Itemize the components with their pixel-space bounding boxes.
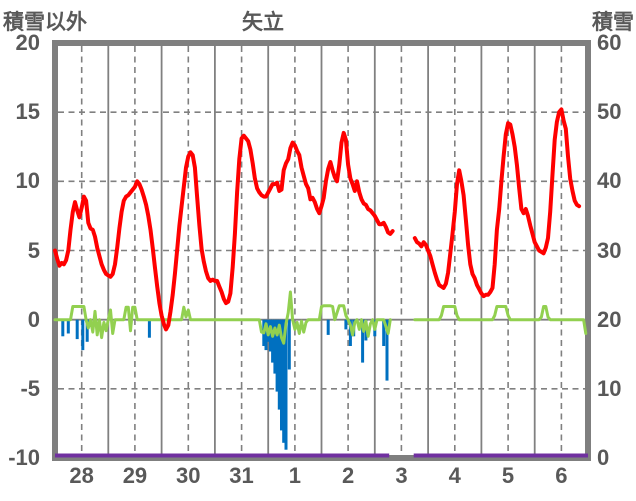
snowfall-bars: [361, 319, 365, 363]
y-axis-tick-right: 50: [597, 99, 622, 125]
y-axis-tick-right: 10: [597, 375, 622, 401]
y-axis-tick-right: 30: [597, 237, 622, 263]
y-axis-tick-left: 0: [27, 306, 40, 332]
snowfall-bars: [268, 319, 272, 352]
chart-title: 矢立: [242, 11, 284, 34]
precip-line: [413, 305, 588, 335]
y-axis-tick-left: 15: [15, 99, 40, 125]
snowfall-bars: [348, 319, 352, 346]
x-axis-tick: 4: [448, 463, 461, 488]
snowfall-bars: [326, 319, 330, 335]
y-axis-tick-left: 10: [15, 168, 40, 194]
snowfall-bars: [61, 319, 65, 337]
x-axis-tick: 5: [501, 463, 515, 488]
x-axis-tick: 30: [176, 463, 201, 488]
y-axis-tick-right: 60: [597, 30, 622, 55]
y-axis-tick-left: -10: [8, 445, 40, 470]
snowfall-bars: [85, 319, 89, 342]
x-axis-tick: 1: [288, 463, 301, 488]
y-axis-tick-left: 20: [15, 30, 40, 55]
x-axis-tick: 28: [69, 463, 94, 488]
y-axis-tick-left: -5: [20, 375, 40, 401]
temperature-line: [53, 130, 395, 332]
left-axis-title: 積雪以外: [3, 11, 87, 34]
temperature-line: [412, 107, 582, 299]
y-axis-tick-right: 20: [597, 306, 622, 332]
snowfall-bars: [75, 319, 79, 340]
snowfall-bars: [284, 319, 288, 450]
snowfall-bars: [287, 319, 291, 370]
y-axis-tick-right: 40: [597, 168, 622, 194]
snowfall-bars: [382, 319, 386, 346]
snowfall-bars: [280, 319, 283, 431]
snowfall-bars: [385, 319, 389, 381]
right-axis-title: 積雪: [592, 11, 634, 34]
snowfall-bars: [147, 319, 151, 338]
y-axis-tick-left: 5: [27, 237, 40, 263]
snowfall-bars: [282, 319, 286, 443]
x-axis-tick: 6: [555, 463, 568, 488]
snowfall-bars: [277, 319, 281, 410]
snowfall-bars: [273, 319, 277, 374]
x-axis-tick: 31: [229, 463, 254, 488]
y-axis-tick-right: 0: [597, 445, 610, 470]
snowfall-bars: [344, 319, 348, 330]
x-axis-tick: 29: [122, 463, 148, 488]
x-axis-tick: 3: [395, 463, 408, 488]
snowfall-bars: [271, 319, 275, 363]
snowfall-bars: [81, 319, 85, 351]
snowfall-bars: [66, 319, 70, 334]
precip-line: [53, 290, 392, 345]
snowfall-bars: [264, 319, 268, 351]
x-axis-tick: 2: [342, 463, 355, 488]
snowfall-bars: [275, 319, 279, 392]
